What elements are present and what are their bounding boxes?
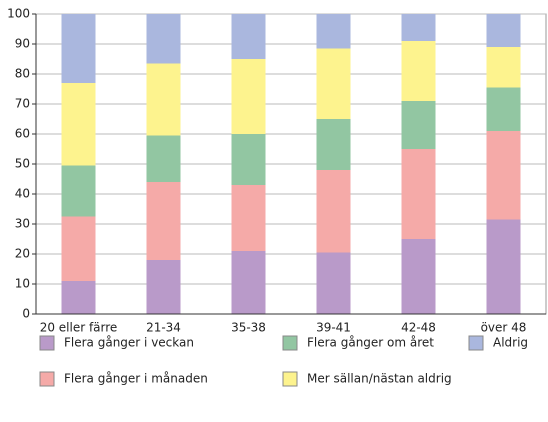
bar-segment	[231, 14, 266, 59]
bar-segment	[316, 170, 351, 253]
bar-segment	[316, 119, 351, 170]
bar-segment	[61, 281, 96, 314]
bar-segment	[146, 135, 181, 182]
y-tick-label: 10	[15, 277, 30, 291]
y-tick-label: 20	[15, 247, 30, 261]
x-tick-label: 42-48	[401, 321, 436, 335]
bar-segment	[146, 182, 181, 260]
x-tick-label: 20 eller färre	[40, 321, 118, 335]
bar-segment	[231, 134, 266, 185]
bar-segment	[486, 47, 521, 88]
bar-segment	[146, 260, 181, 314]
bar-segment	[316, 14, 351, 49]
legend-swatch	[39, 335, 55, 351]
legend-label: Flera gånger i månaden	[64, 372, 208, 386]
x-tick-label: 39-41	[316, 321, 351, 335]
legend-swatch	[282, 335, 298, 351]
bar-segment	[316, 252, 351, 314]
bar-segment	[486, 14, 521, 47]
x-tick-label: över 48	[481, 321, 527, 335]
y-tick-label: 100	[7, 7, 30, 21]
y-tick-label: 60	[15, 127, 30, 141]
bar-segment	[401, 14, 436, 41]
y-tick-label: 80	[15, 67, 30, 81]
bar-segment	[231, 251, 266, 314]
bar-segment	[401, 239, 436, 314]
bar-segment	[231, 59, 266, 134]
y-tick-label: 50	[15, 157, 30, 171]
x-tick-label: 35-38	[231, 321, 266, 335]
bar-segment	[486, 87, 521, 131]
y-tick-label: 40	[15, 187, 30, 201]
y-tick-label: 30	[15, 217, 30, 231]
legend-label: Mer sällan/nästan aldrig	[307, 372, 452, 386]
bar-segment	[486, 131, 521, 220]
y-tick-label: 0	[22, 307, 30, 321]
bar-segment	[61, 83, 96, 166]
bar-segment	[61, 165, 96, 217]
bar-segment	[316, 48, 351, 119]
bar-segment	[486, 219, 521, 314]
bar-segment	[61, 216, 96, 281]
y-tick-label: 70	[15, 97, 30, 111]
legend-swatch	[468, 335, 484, 351]
x-tick-label: 21-34	[146, 321, 181, 335]
bar-segment	[401, 149, 436, 239]
y-tick-label: 90	[15, 37, 30, 51]
bar-segment	[146, 63, 181, 136]
legend-label: Flera gånger om året	[307, 336, 434, 350]
bar-segment	[231, 185, 266, 251]
bar-segment	[146, 14, 181, 64]
legend-label: Aldrig	[493, 336, 528, 350]
bar-segment	[401, 101, 436, 149]
bar-segment	[401, 41, 436, 101]
legend-swatch	[282, 371, 298, 387]
legend-label: Flera gånger i veckan	[64, 336, 194, 350]
legend-swatch	[39, 371, 55, 387]
bar-segment	[61, 14, 96, 83]
